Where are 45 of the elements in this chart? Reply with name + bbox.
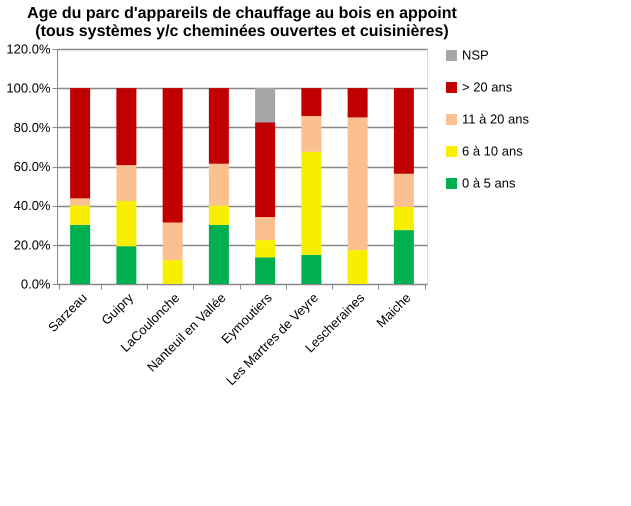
- y-tick-label: 120.0%: [6, 42, 51, 56]
- y-tick-label: 80.0%: [14, 120, 51, 135]
- y-tick-label: 100.0%: [6, 80, 51, 96]
- y-tick-label: 0.0%: [20, 276, 51, 292]
- bar: [394, 174, 414, 208]
- bar: [70, 206, 90, 225]
- y-tick-label: 40.0%: [14, 198, 51, 214]
- bar: [255, 217, 276, 240]
- bar: [348, 117, 368, 250]
- bar: [255, 257, 276, 284]
- legend-label: 11 à 20 ans: [462, 112, 530, 126]
- bar: [162, 260, 183, 284]
- bar: [208, 88, 229, 164]
- bar: [348, 88, 368, 118]
- bar: [70, 88, 90, 198]
- y-tick-label: 20.0%: [14, 237, 51, 252]
- text: (tous systèmes y/c cheminées ouvertes et cuisinières): [35, 23, 449, 40]
- bar: [301, 254, 322, 284]
- bar: [162, 88, 183, 223]
- text: Age du parc d'appareils de chauffage au bois en appoint: [27, 5, 457, 22]
- bar: [394, 88, 414, 174]
- bar: [70, 224, 90, 284]
- bar: [208, 164, 229, 206]
- y-tick-label: 60.0%: [14, 159, 51, 174]
- bar: [116, 165, 136, 201]
- bar: [394, 207, 414, 230]
- bar: [255, 122, 276, 218]
- bar: [208, 224, 229, 284]
- bar: [162, 222, 183, 260]
- bar: [116, 200, 136, 246]
- bar: [255, 240, 276, 258]
- bar: [348, 250, 368, 284]
- legend-label: 0 à 5 ans: [462, 176, 516, 190]
- bar: [70, 198, 90, 206]
- bar: [394, 230, 414, 284]
- bar: [301, 152, 322, 255]
- bar: [116, 88, 136, 166]
- bar: [208, 206, 229, 225]
- bar: [255, 88, 276, 122]
- bar: [116, 246, 136, 284]
- bar: [301, 116, 322, 152]
- bar: [301, 88, 322, 116]
- legend-label: NSP: [462, 48, 489, 62]
- legend-label: 6 à 10 ans: [462, 144, 524, 158]
- legend-label: > 20 ans: [462, 80, 513, 94]
